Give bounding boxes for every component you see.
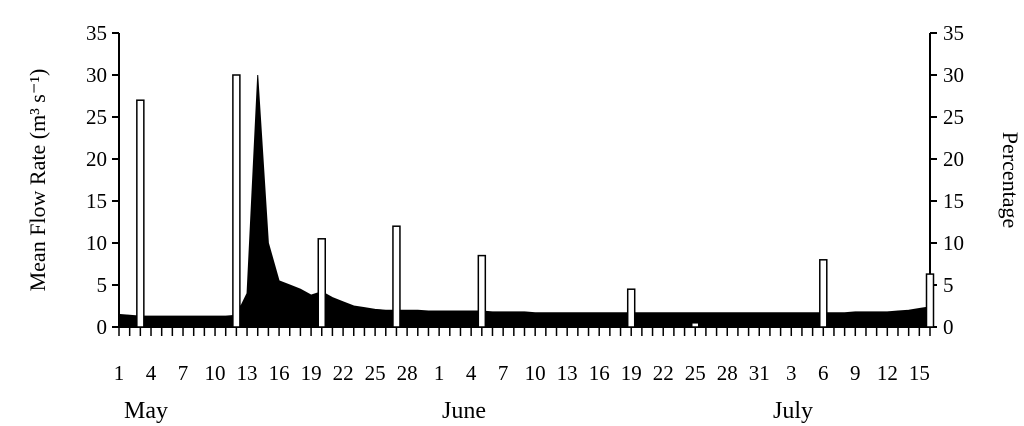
x-tick-label: 25 bbox=[685, 361, 706, 385]
x-tick-label: 7 bbox=[498, 361, 509, 385]
right-y-tick-label: 0 bbox=[943, 315, 954, 339]
left-y-tick-label: 10 bbox=[86, 231, 107, 255]
month-label: May bbox=[124, 398, 168, 424]
percentage-bar bbox=[317, 238, 326, 328]
right-y-tick-label: 35 bbox=[943, 21, 964, 45]
x-tick-label: 16 bbox=[269, 361, 290, 385]
percentage-bar bbox=[136, 99, 145, 328]
x-tick-label: 4 bbox=[466, 361, 477, 385]
left-y-tick-label: 25 bbox=[86, 105, 107, 129]
x-tick-label: 4 bbox=[146, 361, 157, 385]
x-tick-label: 25 bbox=[365, 361, 386, 385]
right-y-tick-label: 20 bbox=[943, 147, 964, 171]
x-tick-label: 19 bbox=[621, 361, 642, 385]
right-y-tick-label: 5 bbox=[943, 273, 954, 297]
percentage-bars-layer bbox=[136, 74, 935, 328]
right-y-tick-label: 10 bbox=[943, 231, 964, 255]
right-axis-title: Percentage bbox=[998, 132, 1023, 229]
x-tick-label: 1 bbox=[114, 361, 125, 385]
x-tick-label: 19 bbox=[301, 361, 322, 385]
x-tick-label: 10 bbox=[525, 361, 546, 385]
percentage-bar bbox=[690, 322, 700, 328]
left-y-tick-label: 0 bbox=[97, 315, 108, 339]
left-y-tick-label: 15 bbox=[86, 189, 107, 213]
x-tick-label: 13 bbox=[557, 361, 578, 385]
flow-area-layer bbox=[118, 74, 931, 328]
percentage-bar bbox=[925, 273, 935, 328]
left-y-tick-label: 20 bbox=[86, 147, 107, 171]
left-y-tick-label: 35 bbox=[86, 21, 107, 45]
left-axis-title: Mean Flow Rate (m³ s⁻¹) bbox=[25, 69, 50, 292]
x-tick-label: 28 bbox=[397, 361, 418, 385]
x-tick-label: 13 bbox=[237, 361, 258, 385]
flow-rate-area bbox=[118, 74, 931, 328]
right-y-tick-label: 25 bbox=[943, 105, 964, 129]
x-tick-label: 7 bbox=[178, 361, 189, 385]
x-tick-label: 31 bbox=[749, 361, 770, 385]
x-tick-label: 22 bbox=[653, 361, 674, 385]
percentage-bar bbox=[477, 254, 487, 328]
month-label: July bbox=[773, 398, 813, 424]
x-tick-label: 3 bbox=[786, 361, 797, 385]
percentage-bar bbox=[232, 74, 241, 328]
percentage-bar bbox=[392, 225, 401, 328]
left-y-tick-label: 30 bbox=[86, 63, 107, 87]
month-label: June bbox=[442, 398, 486, 424]
x-tick-label: 9 bbox=[850, 361, 861, 385]
percentage-bar bbox=[819, 259, 828, 328]
x-tick-label: 22 bbox=[333, 361, 354, 385]
x-tick-label: 16 bbox=[589, 361, 610, 385]
percentage-bar bbox=[626, 288, 636, 328]
right-y-tick-label: 30 bbox=[943, 63, 964, 87]
x-tick-label: 1 bbox=[434, 361, 445, 385]
x-tick-label: 28 bbox=[717, 361, 738, 385]
x-tick-label: 12 bbox=[877, 361, 898, 385]
x-tick-label: 6 bbox=[818, 361, 829, 385]
x-tick-label: 15 bbox=[909, 361, 930, 385]
x-tick-label: 10 bbox=[205, 361, 226, 385]
left-y-tick-label: 5 bbox=[97, 273, 108, 297]
right-y-tick-label: 15 bbox=[943, 189, 964, 213]
